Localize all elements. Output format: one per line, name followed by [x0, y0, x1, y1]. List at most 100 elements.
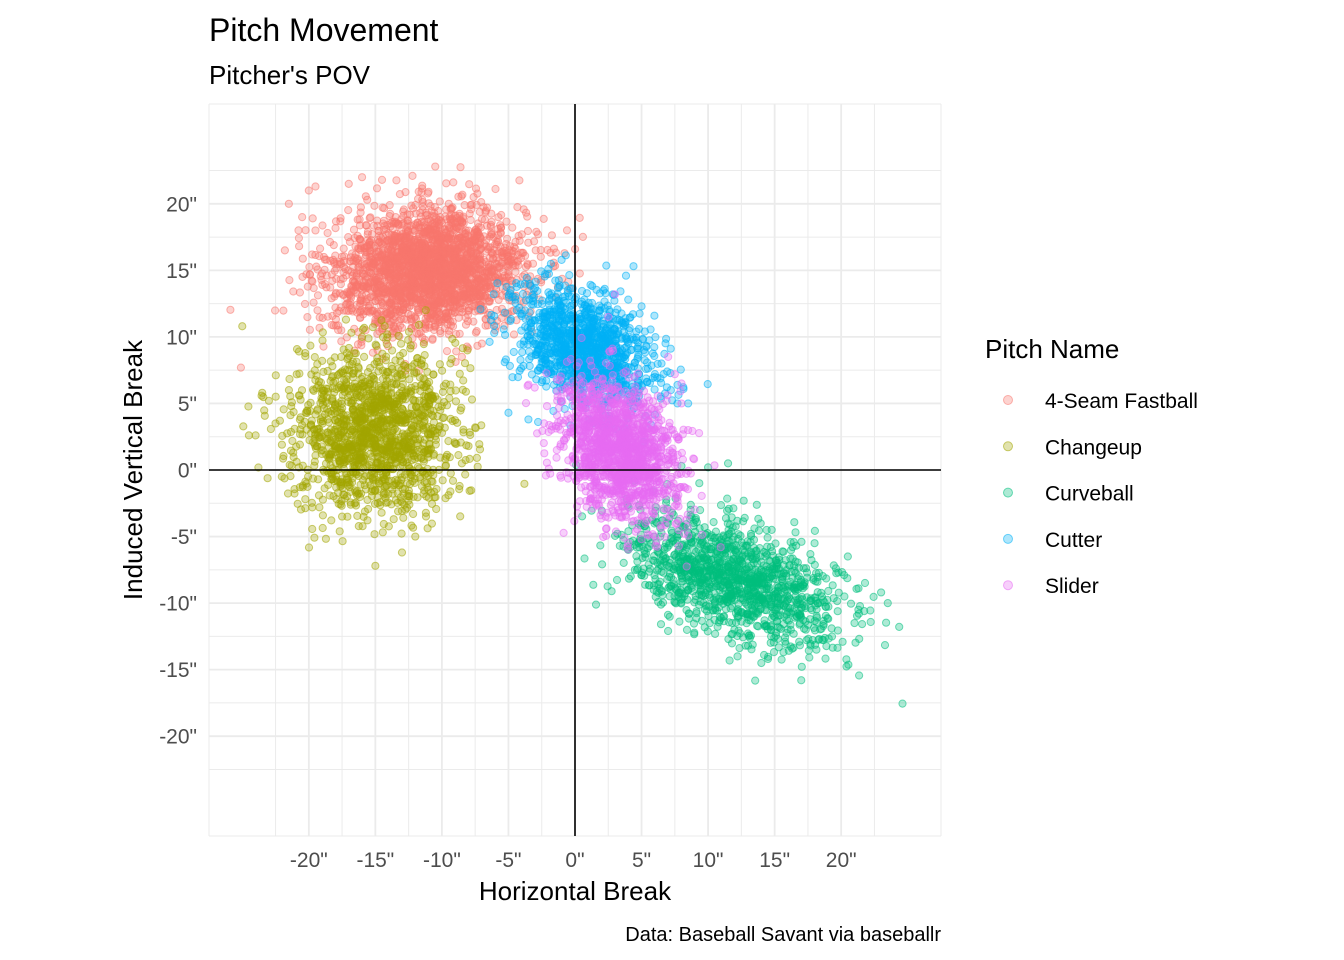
data-point	[379, 519, 388, 529]
data-point	[359, 427, 368, 436]
data-point	[444, 235, 453, 244]
data-point	[279, 451, 288, 461]
data-point	[298, 213, 307, 222]
data-point	[335, 527, 344, 536]
data-point	[397, 548, 407, 557]
data-point	[521, 251, 530, 260]
data-point	[323, 312, 332, 321]
data-point	[313, 265, 322, 274]
data-point	[407, 201, 416, 210]
data-point	[424, 430, 433, 439]
data-point	[509, 247, 518, 256]
data-point	[271, 392, 280, 401]
data-point	[342, 375, 351, 384]
data-point	[692, 609, 701, 618]
data-point	[485, 232, 494, 241]
data-point	[658, 598, 668, 607]
data-point	[533, 230, 543, 239]
data-point	[828, 643, 837, 652]
data-point	[310, 457, 319, 466]
data-point	[442, 452, 451, 461]
data-point	[302, 408, 312, 418]
data-point	[596, 541, 605, 550]
data-point	[434, 402, 443, 412]
data-point	[404, 444, 413, 453]
data-point	[536, 252, 545, 261]
data-point	[528, 259, 538, 268]
data-point	[428, 334, 437, 343]
data-point	[365, 214, 374, 223]
data-point	[422, 402, 432, 411]
chart-title: Pitch Movement	[209, 12, 439, 48]
data-point	[384, 416, 393, 425]
data-point	[301, 504, 310, 513]
data-point	[438, 476, 447, 485]
data-point	[329, 372, 338, 381]
data-point	[441, 276, 450, 285]
data-point	[370, 530, 379, 539]
data-point	[377, 175, 387, 184]
data-point	[347, 282, 356, 291]
data-point	[456, 248, 465, 257]
data-point	[331, 416, 340, 425]
data-point	[451, 261, 460, 270]
data-point	[437, 428, 447, 437]
data-point	[459, 376, 468, 385]
data-point	[408, 277, 418, 286]
data-point	[366, 430, 376, 439]
data-point	[880, 641, 890, 650]
data-point	[773, 622, 783, 632]
data-point	[344, 206, 353, 215]
data-point	[471, 423, 480, 432]
data-point	[898, 699, 907, 708]
data-point	[690, 628, 699, 637]
data-point	[407, 521, 416, 530]
data-point	[318, 336, 327, 345]
data-point	[318, 328, 327, 337]
data-point	[305, 325, 314, 334]
data-point	[355, 492, 365, 502]
data-point	[411, 532, 420, 541]
data-point	[396, 357, 405, 366]
data-point	[236, 363, 245, 372]
data-point	[475, 298, 485, 307]
data-point	[738, 590, 747, 599]
data-point	[810, 526, 820, 536]
data-point	[418, 380, 427, 389]
data-point	[238, 322, 247, 331]
data-point	[430, 493, 439, 502]
data-point	[351, 402, 360, 411]
data-point	[866, 617, 875, 627]
data-point	[523, 212, 532, 221]
data-point	[400, 500, 409, 509]
data-point	[385, 458, 394, 467]
data-point	[344, 299, 353, 308]
data-point	[675, 617, 684, 626]
data-point	[448, 476, 458, 485]
data-point	[309, 474, 318, 483]
data-point	[418, 445, 427, 454]
data-point	[665, 612, 674, 621]
data-point	[280, 246, 289, 255]
data-point	[461, 313, 470, 322]
data-point	[330, 353, 339, 362]
data-point	[278, 431, 287, 440]
data-point	[285, 460, 294, 469]
data-point	[339, 490, 348, 499]
data-point	[392, 380, 401, 389]
data-point	[475, 207, 484, 216]
data-point	[471, 184, 481, 193]
data-point	[377, 445, 386, 454]
data-point	[452, 347, 461, 356]
data-point	[324, 480, 333, 489]
data-point	[374, 381, 383, 391]
data-point	[404, 335, 413, 345]
data-point	[369, 394, 378, 403]
data-point	[360, 414, 369, 423]
data-point	[331, 290, 340, 299]
data-point	[404, 489, 413, 498]
data-point	[496, 223, 506, 233]
data-point	[860, 578, 870, 588]
data-point	[471, 270, 480, 279]
